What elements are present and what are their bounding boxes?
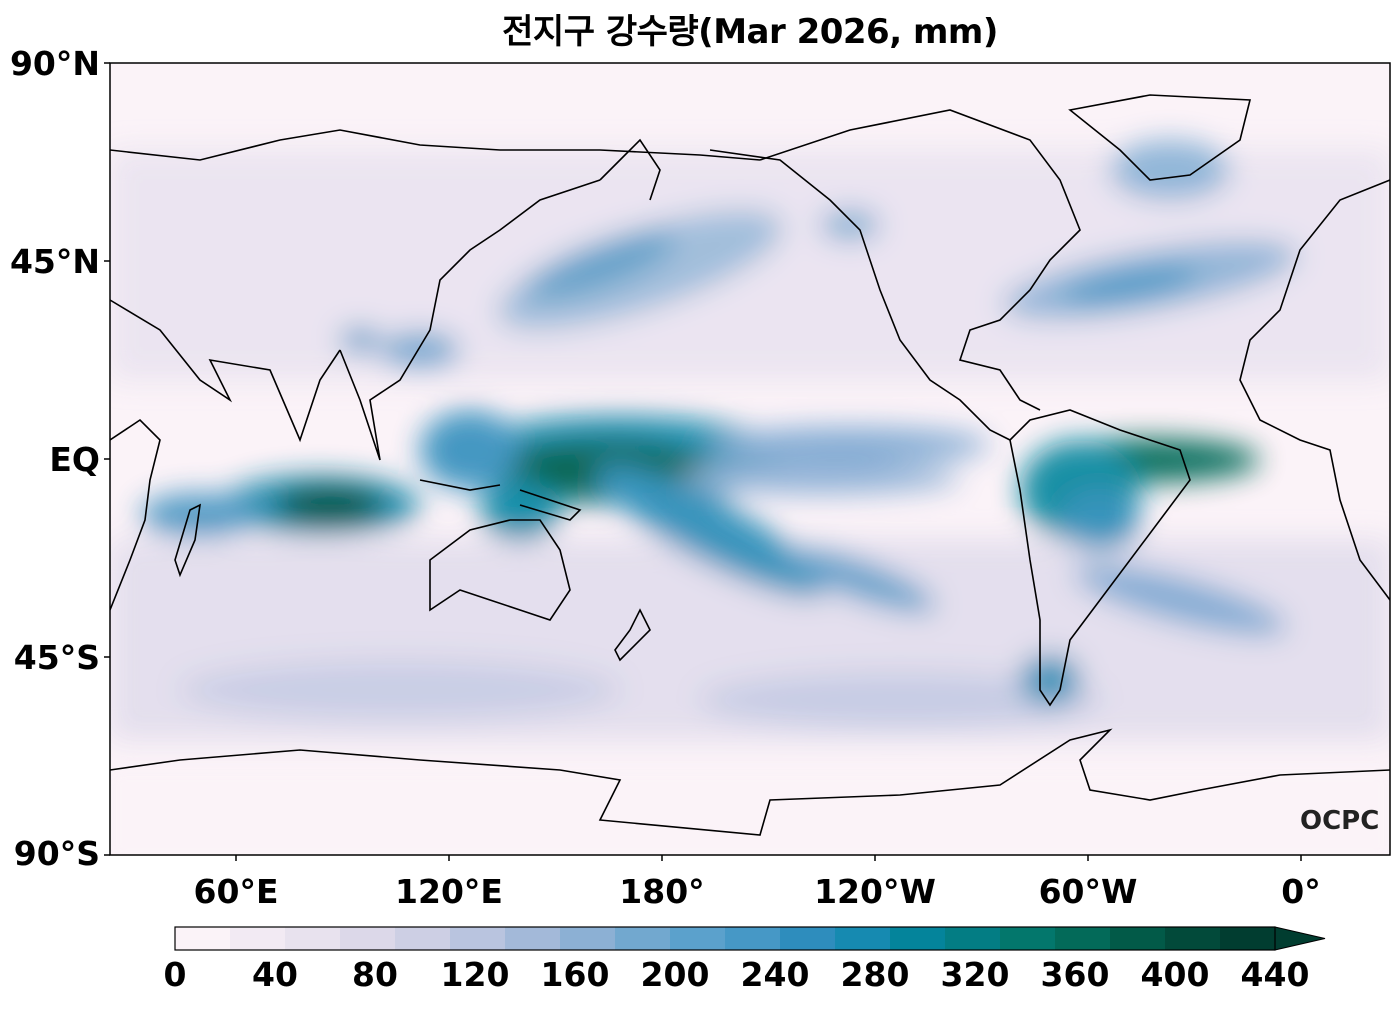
colorbar-tick-label: 240 <box>740 955 810 994</box>
colorbar-cell <box>1000 927 1056 950</box>
colorbar-tick-label: 160 <box>540 955 610 994</box>
colorbar-tick-label: 200 <box>640 955 710 994</box>
colorbar-cell <box>945 927 1001 950</box>
colorbar-cell <box>670 927 726 950</box>
lon-label-120e: 120°E <box>395 872 503 911</box>
colorbar-tick-label: 440 <box>1240 955 1310 994</box>
map-title: 전지구 강수량(Mar 2026, mm) <box>502 12 998 52</box>
colorbar-tick-label: 80 <box>352 955 398 994</box>
colorbar-cell <box>395 927 451 950</box>
lon-label-120w: 120°W <box>814 872 936 911</box>
lat-label-90n: 90°N <box>9 44 100 83</box>
colorbar-tick-label: 360 <box>1040 955 1110 994</box>
colorbar-cell <box>780 927 836 950</box>
colorbar-cell <box>450 927 506 950</box>
lat-label-90s: 90°S <box>13 834 100 873</box>
colorbar <box>174 926 1326 951</box>
colorbar-cell <box>560 927 616 950</box>
lon-label-60w: 60°W <box>1038 872 1138 911</box>
colorbar-tick-label: 280 <box>840 955 910 994</box>
colorbar-cell <box>1220 927 1276 950</box>
axis-ticks <box>104 62 1302 861</box>
lat-label-45n: 45°N <box>9 242 100 281</box>
colorbar-cell <box>1055 927 1111 950</box>
colorbar-cell <box>230 927 286 950</box>
colorbar-tick-label: 0 <box>163 955 187 994</box>
coastlines <box>110 94 1390 836</box>
lat-label-45s: 45°S <box>13 638 100 677</box>
ocpc-logo: OCPC <box>1300 806 1380 836</box>
colorbar-tick-label: 40 <box>252 955 298 994</box>
colorbar-cell <box>835 927 891 950</box>
colorbar-cell <box>340 927 396 950</box>
colorbar-cell <box>725 927 781 950</box>
precipitation-field <box>110 63 1390 855</box>
colorbar-cell <box>175 927 231 950</box>
colorbar-cell <box>615 927 671 950</box>
colorbar-cell <box>285 927 341 950</box>
colorbar-tick-label: 320 <box>940 955 1010 994</box>
lon-label-180: 180° <box>619 872 705 911</box>
lat-label-eq: EQ <box>49 440 100 479</box>
colorbar-tick-label: 120 <box>440 955 510 994</box>
lon-label-60e: 60°E <box>193 872 279 911</box>
colorbar-cell <box>505 927 561 950</box>
colorbar-extend-arrow <box>1274 926 1326 951</box>
colorbar-cell <box>1110 927 1166 950</box>
colorbar-cell <box>890 927 946 950</box>
lon-label-0: 0° <box>1281 872 1321 911</box>
colorbar-cell <box>1165 927 1221 950</box>
colorbar-tick-label: 400 <box>1140 955 1210 994</box>
colorbar-frame <box>174 926 1276 951</box>
